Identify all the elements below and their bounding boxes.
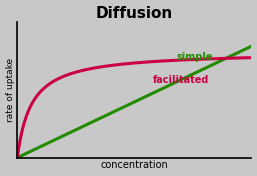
X-axis label: concentration: concentration [100,161,168,170]
Title: Diffusion: Diffusion [96,6,173,21]
Y-axis label: rate of uptake: rate of uptake [6,58,15,122]
Text: facilitated: facilitated [153,75,209,85]
Text: simple: simple [177,52,213,62]
